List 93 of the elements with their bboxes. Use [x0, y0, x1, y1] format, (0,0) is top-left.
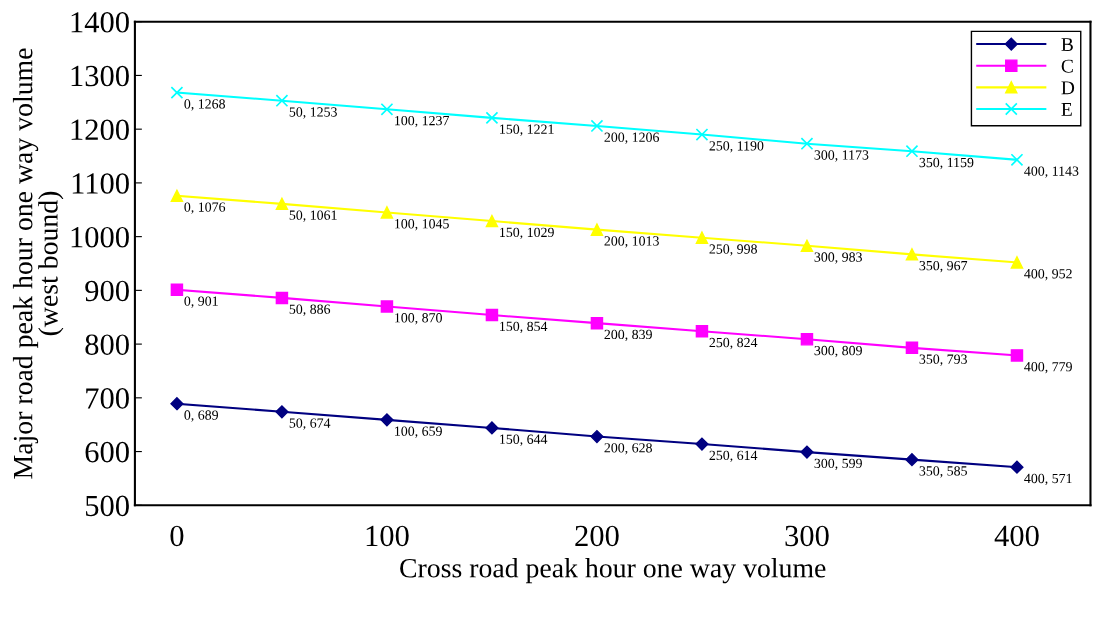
- y-tick-label: 700: [86, 388, 129, 409]
- point: [590, 316, 604, 330]
- data-label: 350, 793: [919, 354, 967, 366]
- point: [170, 86, 184, 100]
- point: [170, 283, 184, 297]
- data-label: 200, 839: [604, 329, 652, 342]
- point: [800, 333, 814, 346]
- data-label: 300, 1173: [814, 150, 869, 162]
- point: [695, 128, 709, 141]
- point: [1010, 153, 1024, 167]
- data-label: 150, 854: [500, 321, 548, 334]
- data-label: 350, 585: [919, 466, 967, 478]
- point: [485, 214, 499, 228]
- data-label: 250, 614: [709, 450, 758, 463]
- data-label: 0, 1268: [184, 99, 225, 111]
- data-label: 100, 1045: [395, 219, 449, 231]
- legend-label: E: [1061, 103, 1072, 116]
- y-tick-label: 800: [85, 334, 129, 355]
- data-label: 50, 886: [289, 304, 331, 316]
- y-tick-label: 1100: [72, 173, 129, 194]
- data-label: 100, 659: [395, 426, 442, 438]
- data-label: 0, 689: [184, 410, 219, 422]
- x-tick-label: 200: [575, 525, 619, 547]
- legend-label: C: [1061, 59, 1073, 73]
- point: [1010, 349, 1024, 362]
- y-tick-label: 1300: [71, 65, 129, 87]
- point: [380, 300, 394, 313]
- data-label: 250, 1190: [709, 141, 764, 153]
- data-label: 200, 628: [604, 443, 652, 455]
- point: [380, 206, 394, 219]
- point: [590, 119, 604, 133]
- point: [905, 144, 919, 158]
- x-tick-label: 0: [170, 525, 184, 547]
- point: [170, 189, 184, 203]
- point: [380, 413, 394, 427]
- point: [800, 137, 814, 151]
- data-label: 350, 1159: [919, 157, 974, 170]
- data-label: 400, 1143: [1024, 166, 1079, 178]
- data-label: 100, 1237: [395, 115, 450, 128]
- point: [275, 197, 289, 211]
- data-label: 50, 1253: [289, 107, 337, 119]
- x-axis-title: Cross road peak hour one way volume: [400, 558, 826, 584]
- y-tick-label: 1000: [71, 226, 129, 248]
- data-label: 300, 599: [814, 458, 862, 471]
- point: [485, 111, 499, 125]
- point: [695, 437, 709, 451]
- data-label: 250, 824: [709, 337, 758, 350]
- point: [905, 453, 919, 467]
- data-label: 150, 1221: [500, 124, 554, 136]
- y-tick-label: 500: [86, 495, 129, 517]
- y-axis-title: Major road peak hour one way volume (west bound): [12, 48, 64, 479]
- data-label: 50, 1061: [289, 210, 337, 222]
- data-label: 250, 998: [709, 244, 757, 256]
- x-tick-label: 300: [785, 525, 829, 547]
- data-label: 0, 901: [184, 296, 218, 308]
- data-label: 100, 870: [395, 313, 442, 325]
- data-label: 0, 1076: [184, 202, 226, 214]
- y-tick-label: 1200: [71, 119, 129, 141]
- y-tick-label: 1400: [71, 11, 129, 33]
- point: [695, 324, 709, 338]
- data-label: 200, 1206: [604, 132, 660, 144]
- data-label: 150, 1029: [500, 227, 554, 240]
- data-label: 300, 983: [814, 252, 862, 264]
- point: [275, 291, 289, 305]
- data-label: 150, 644: [500, 434, 548, 446]
- point: [695, 231, 709, 244]
- y-tick-label: 600: [85, 441, 129, 463]
- y-tick-label: 900: [85, 280, 129, 302]
- data-label: 400, 952: [1024, 269, 1072, 281]
- legend-label: B: [1061, 38, 1073, 51]
- point: [275, 405, 289, 419]
- data-label: 350, 967: [919, 260, 968, 273]
- x-tick-label: 100: [366, 525, 409, 547]
- point: [800, 445, 814, 459]
- point: [170, 397, 184, 411]
- point: [590, 223, 604, 236]
- point: [275, 94, 289, 108]
- data-label: 400, 779: [1024, 361, 1072, 374]
- legend-label: D: [1061, 81, 1075, 95]
- data-label: 400, 571: [1024, 473, 1072, 486]
- point: [1010, 460, 1024, 474]
- point: [905, 248, 919, 261]
- data-label: 50, 674: [289, 418, 331, 430]
- data-label: 300, 809: [814, 345, 862, 358]
- point: [800, 239, 814, 253]
- point: [380, 102, 394, 116]
- x-tick-label: 400: [994, 525, 1039, 547]
- point: [590, 429, 604, 444]
- point: [905, 341, 919, 355]
- data-label: 200, 1013: [604, 236, 659, 248]
- point: [1010, 256, 1024, 269]
- point: [485, 308, 499, 322]
- point: [485, 421, 499, 435]
